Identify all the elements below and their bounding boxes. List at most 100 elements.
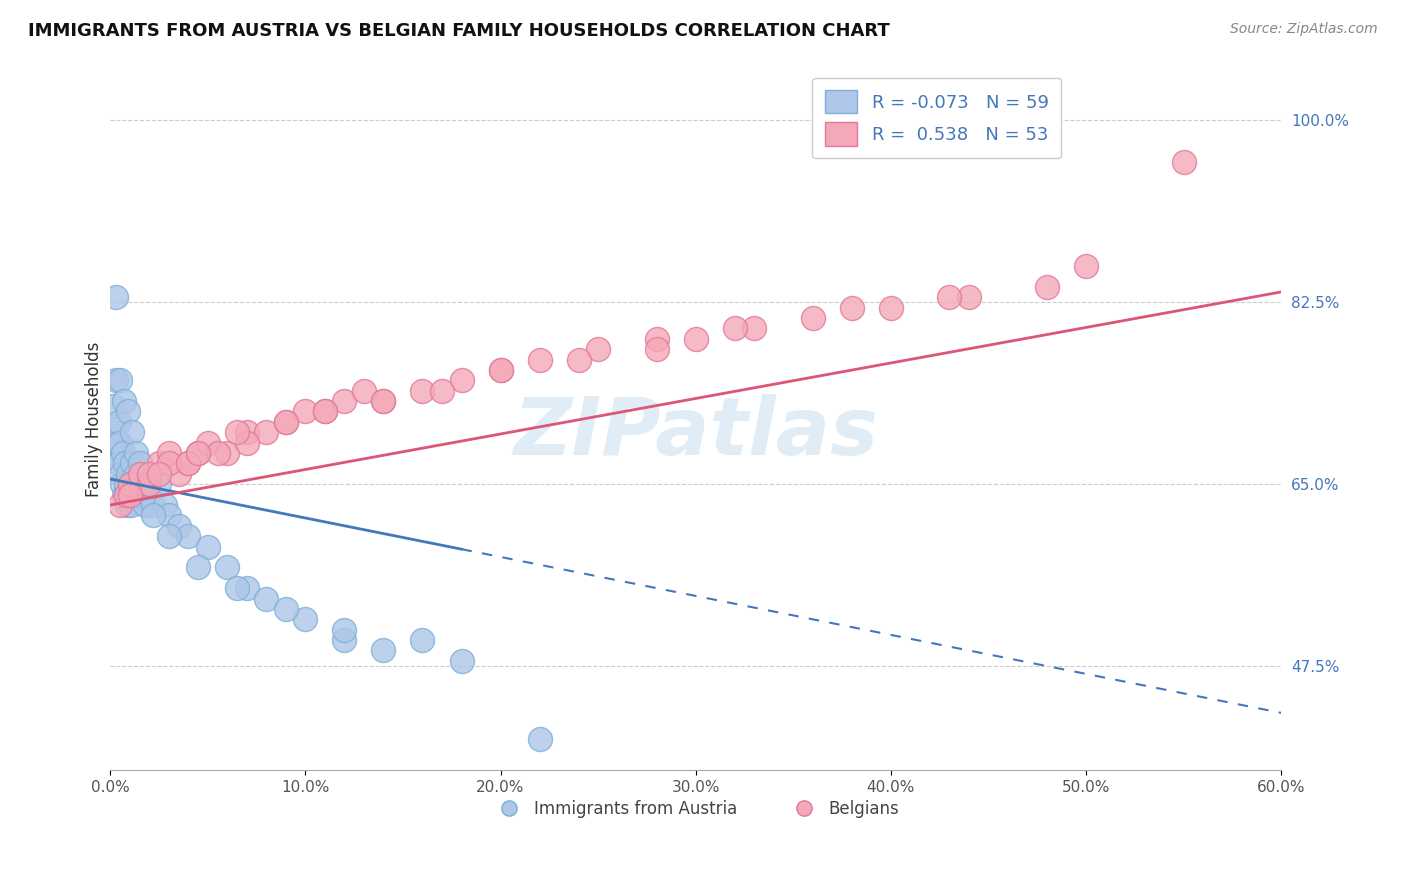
Point bbox=[353, 384, 375, 398]
Point bbox=[801, 310, 824, 325]
Point bbox=[568, 352, 591, 367]
Point bbox=[117, 404, 139, 418]
Point bbox=[157, 457, 180, 471]
Point bbox=[333, 633, 356, 648]
Point bbox=[586, 342, 609, 356]
Point bbox=[121, 457, 143, 471]
Point bbox=[110, 467, 132, 481]
Point bbox=[177, 529, 200, 543]
Point bbox=[373, 643, 395, 657]
Point bbox=[115, 477, 138, 491]
Point bbox=[128, 467, 150, 481]
Point bbox=[333, 394, 356, 409]
Point bbox=[131, 467, 153, 481]
Point bbox=[274, 602, 297, 616]
Point bbox=[685, 332, 707, 346]
Point bbox=[157, 508, 180, 523]
Point bbox=[138, 477, 160, 491]
Point bbox=[957, 290, 980, 304]
Point bbox=[724, 321, 747, 335]
Point bbox=[118, 477, 141, 491]
Point bbox=[105, 435, 128, 450]
Point bbox=[217, 446, 239, 460]
Point bbox=[450, 654, 472, 668]
Point bbox=[373, 394, 395, 409]
Point bbox=[167, 467, 190, 481]
Point bbox=[236, 581, 259, 595]
Point bbox=[314, 404, 336, 418]
Point bbox=[105, 373, 128, 387]
Point bbox=[148, 467, 170, 481]
Point bbox=[124, 467, 146, 481]
Point bbox=[128, 487, 150, 501]
Point bbox=[121, 477, 143, 491]
Point bbox=[226, 581, 249, 595]
Point bbox=[314, 404, 336, 418]
Point bbox=[104, 446, 127, 460]
Point bbox=[108, 415, 131, 429]
Point bbox=[107, 457, 129, 471]
Point bbox=[134, 477, 156, 491]
Point bbox=[294, 612, 316, 626]
Point bbox=[197, 540, 219, 554]
Point bbox=[114, 457, 136, 471]
Point bbox=[645, 332, 668, 346]
Point bbox=[118, 487, 141, 501]
Point bbox=[120, 498, 142, 512]
Point bbox=[115, 487, 138, 501]
Point bbox=[373, 394, 395, 409]
Point bbox=[167, 518, 190, 533]
Point bbox=[101, 399, 124, 413]
Point bbox=[132, 477, 155, 491]
Point bbox=[142, 498, 165, 512]
Point bbox=[138, 467, 160, 481]
Point bbox=[115, 498, 138, 512]
Point bbox=[157, 446, 180, 460]
Point bbox=[122, 487, 145, 501]
Point bbox=[274, 415, 297, 429]
Point bbox=[254, 425, 277, 440]
Point bbox=[108, 498, 131, 512]
Point bbox=[103, 425, 125, 440]
Point bbox=[177, 457, 200, 471]
Y-axis label: Family Households: Family Households bbox=[86, 342, 103, 497]
Text: IMMIGRANTS FROM AUSTRIA VS BELGIAN FAMILY HOUSEHOLDS CORRELATION CHART: IMMIGRANTS FROM AUSTRIA VS BELGIAN FAMIL… bbox=[28, 22, 890, 40]
Point bbox=[645, 342, 668, 356]
Point bbox=[254, 591, 277, 606]
Point bbox=[105, 290, 128, 304]
Point bbox=[294, 404, 316, 418]
Point bbox=[1173, 155, 1195, 169]
Point bbox=[117, 467, 139, 481]
Point bbox=[108, 373, 131, 387]
Point bbox=[153, 498, 176, 512]
Point bbox=[489, 363, 512, 377]
Point bbox=[333, 623, 356, 637]
Point bbox=[148, 477, 170, 491]
Point bbox=[177, 457, 200, 471]
Point bbox=[274, 415, 297, 429]
Point bbox=[742, 321, 765, 335]
Point bbox=[128, 457, 150, 471]
Point bbox=[1074, 259, 1097, 273]
Point bbox=[142, 508, 165, 523]
Point bbox=[108, 435, 131, 450]
Point bbox=[112, 394, 135, 409]
Point bbox=[112, 487, 135, 501]
Point bbox=[111, 446, 134, 460]
Point bbox=[430, 384, 453, 398]
Point bbox=[841, 301, 863, 315]
Point bbox=[880, 301, 903, 315]
Text: Source: ZipAtlas.com: Source: ZipAtlas.com bbox=[1230, 22, 1378, 37]
Point bbox=[187, 560, 209, 574]
Point bbox=[207, 446, 229, 460]
Point bbox=[217, 560, 239, 574]
Point bbox=[1036, 279, 1059, 293]
Point bbox=[187, 446, 209, 460]
Point bbox=[236, 435, 259, 450]
Point bbox=[118, 477, 141, 491]
Point bbox=[118, 487, 141, 501]
Point bbox=[124, 446, 146, 460]
Point bbox=[411, 633, 433, 648]
Point bbox=[938, 290, 960, 304]
Point bbox=[529, 731, 551, 746]
